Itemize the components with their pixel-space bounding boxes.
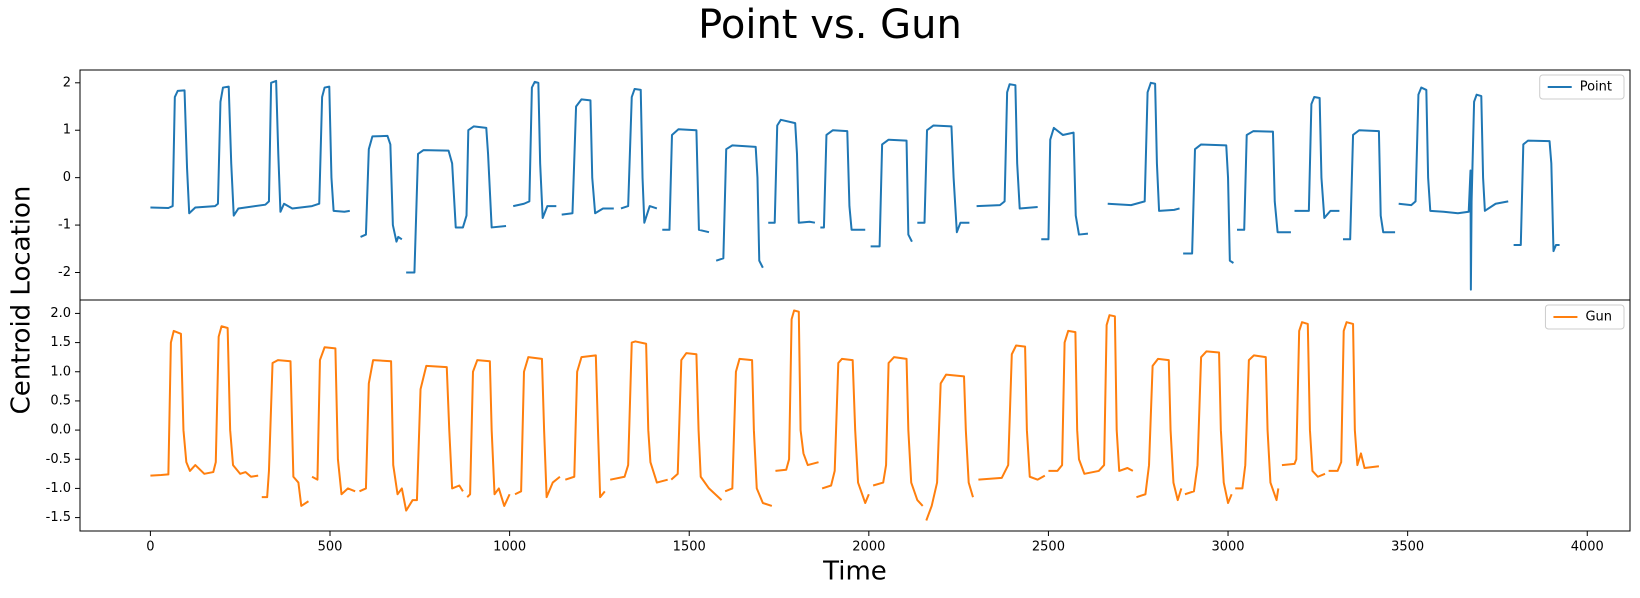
x-tick-label: 4000: [1571, 540, 1604, 555]
x-axis-label: Time: [822, 557, 887, 587]
y-tick-label: -2: [58, 265, 71, 280]
y-tick-label: 0.5: [50, 393, 71, 408]
x-tick-label: 3000: [1211, 540, 1244, 555]
x-tick-label: 2000: [852, 540, 885, 555]
axes-frame: [79, 69, 1631, 301]
y-axis-label: Centroid Location: [7, 186, 37, 415]
x-tick-label: 1500: [673, 540, 706, 555]
x-tick-label: 3500: [1391, 540, 1424, 555]
y-tick-label: 1: [63, 123, 71, 138]
legend-box: [1544, 304, 1625, 330]
axes-frame: [79, 299, 1631, 532]
y-tick-label: -1.0: [46, 481, 71, 496]
figure-title: Point vs. Gun: [698, 2, 962, 48]
x-tick-label: 0: [146, 540, 154, 555]
y-tick-label: -1: [58, 218, 71, 233]
y-tick-label: -1.5: [46, 510, 71, 525]
y-tick-label: 2: [63, 75, 71, 90]
y-tick-label: 0.0: [50, 423, 71, 438]
x-tick-label: 500: [318, 540, 343, 555]
data-line: [150, 79, 1560, 291]
y-tick-label: 1.5: [50, 335, 71, 350]
legend-label: Point: [1580, 80, 1612, 95]
legend-label: Gun: [1585, 310, 1612, 325]
legend-box: [1539, 74, 1625, 100]
y-tick-label: 2.0: [50, 306, 71, 321]
x-tick-label: 1000: [493, 540, 526, 555]
y-tick-label: -0.5: [46, 452, 71, 467]
x-tick-label: 2500: [1032, 540, 1065, 555]
y-tick-label: 0: [63, 170, 71, 185]
data-line: [150, 309, 1380, 521]
y-tick-label: 1.0: [50, 364, 71, 379]
